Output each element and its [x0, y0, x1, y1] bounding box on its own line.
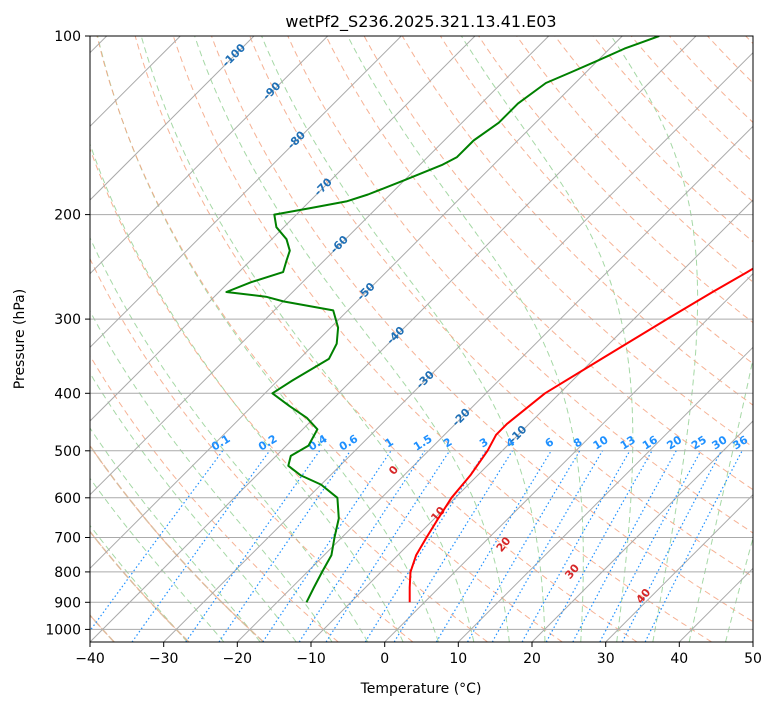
mixing-ratio-line: [545, 450, 653, 642]
dry-adiabat-line: [249, 36, 753, 578]
isotherm-line: [457, 346, 753, 642]
moist-adiabat-line: [90, 372, 297, 642]
mixing-ratio-line: [298, 450, 426, 642]
isotherm-line: [163, 51, 753, 642]
moist-adiabat-line: [90, 477, 225, 642]
y-axis-label: Pressure (hPa): [12, 289, 28, 389]
isotherm-line: [90, 36, 476, 422]
moist-adiabat-line: [762, 36, 775, 642]
mixing-ratio-line: [521, 450, 631, 642]
y-tick-label: 200: [54, 208, 81, 224]
isotherm-line: [90, 36, 623, 570]
mixing-ratio-line: [262, 450, 392, 642]
temperature-profile-line: [408, 267, 753, 603]
dry-adiabat-line: [134, 36, 638, 642]
moist-adiabat-line: [460, 36, 634, 642]
isotherm-line: [531, 420, 753, 642]
isotherm-line: [310, 199, 753, 642]
y-tick-label: 500: [54, 444, 81, 460]
y-tick-label: 700: [54, 531, 81, 547]
x-tick-label: 40: [670, 651, 688, 667]
isotherm-line: [384, 272, 753, 642]
x-axis-ticks: −40 −30 −20 −10 0 10 20 30 40 50: [75, 642, 762, 667]
isotherm-line: [90, 36, 697, 642]
mixing-ratio-line: [218, 450, 351, 642]
x-tick-label: −10: [296, 651, 326, 667]
x-tick-label: 30: [597, 651, 615, 667]
dry-adiabat-line: [96, 36, 563, 642]
moist-adiabat-line: [90, 310, 333, 642]
isotherm-line: [605, 493, 753, 642]
dry-adiabat-line: [516, 36, 753, 283]
mixing-ratio-line: [90, 450, 224, 632]
y-tick-label: 300: [54, 312, 81, 328]
y-tick-label: 900: [54, 595, 81, 611]
plot-area: [90, 36, 753, 642]
x-tick-label: −20: [223, 651, 253, 667]
dry-adiabat-line: [90, 444, 265, 642]
moist-adiabats: [90, 36, 775, 642]
y-tick-label: 400: [54, 386, 81, 402]
x-tick-label: 0: [380, 651, 389, 667]
plot-content: 0.1 0.2 0.4 0.6 1 1.5 2 3 4 6 8 10 13 16 20 25 30 36-100-…: [90, 36, 775, 642]
isotherm-line: [90, 36, 255, 201]
y-tick-label: 100: [54, 29, 81, 45]
moist-adiabat-line: [194, 36, 510, 642]
x-tick-label: 50: [744, 651, 762, 667]
dewpoint-profile-line: [225, 36, 660, 603]
isotherm-line: [90, 36, 402, 349]
moist-adiabat-line: [261, 36, 546, 642]
x-tick-label: 10: [449, 651, 467, 667]
isotherms: [90, 36, 753, 642]
moist-adiabat-line: [90, 427, 261, 642]
dry-adiabat-line: [90, 354, 339, 642]
isotherm-line: [90, 36, 550, 496]
chart-title: wetPf2_S236.2025.321.13.41.E03: [285, 12, 556, 32]
moist-adiabat-line: [610, 36, 699, 642]
moist-adiabat-line: [140, 36, 475, 642]
dry-adiabat-line: [172, 36, 712, 642]
dry-adiabat-line: [325, 36, 753, 491]
y-tick-label: 800: [54, 565, 81, 581]
isotherm-line: [90, 36, 329, 275]
isotherm-line: [752, 641, 753, 642]
mixing-ratio-line: [131, 450, 271, 642]
moist-adiabat-line: [97, 36, 439, 642]
dry-adiabats: [90, 36, 753, 642]
moist-adiabat-line: [688, 356, 753, 642]
y-tick-label: 1000: [45, 622, 81, 638]
moist-adiabat-line: [347, 36, 584, 642]
moist-adiabat-line: [90, 142, 404, 642]
dry-adiabat-line: [90, 530, 190, 642]
moist-adiabat-line: [725, 536, 753, 642]
plot-frame: [89, 35, 754, 643]
x-tick-label: 20: [523, 651, 541, 667]
dry-adiabat-line: [287, 36, 753, 534]
x-tick-label: −40: [75, 651, 105, 667]
mixing-ratio-line: [572, 450, 677, 642]
mixing-ratio-line: [185, 450, 321, 642]
mixing-ratio-line: [599, 450, 702, 642]
x-tick-label: −30: [149, 651, 179, 667]
mixing-ratio-line: [435, 450, 552, 642]
mixing-ratio-line: [325, 450, 451, 642]
profile-series: [225, 36, 753, 603]
dry-adiabat-line: [90, 257, 414, 642]
dry-adiabat-line: [211, 36, 753, 623]
moist-adiabat-line: [90, 524, 188, 642]
isotherm-line: [236, 125, 753, 642]
mixing-ratio-line: [644, 450, 743, 642]
x-axis-label: Temperature (°C): [360, 681, 482, 697]
y-tick-label: 600: [54, 491, 81, 507]
moist-adiabat-line: [90, 236, 369, 642]
y-axis-ticks: 100 200 300 400 500 600 700 800 900 1000: [45, 29, 90, 638]
